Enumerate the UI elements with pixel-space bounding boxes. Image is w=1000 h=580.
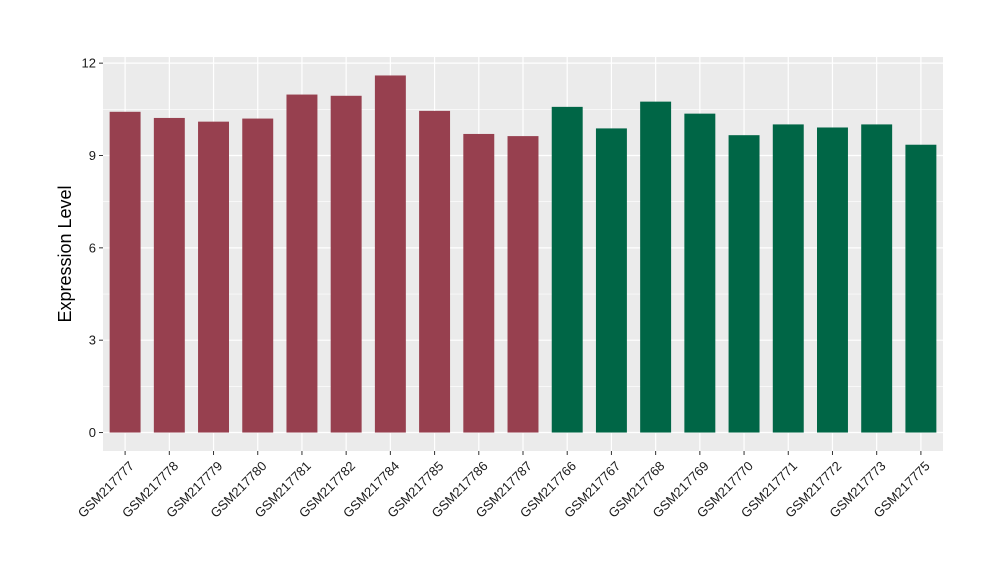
bar-GSM217785 — [419, 110, 451, 433]
bar-GSM217771 — [772, 124, 804, 433]
bar-GSM217769 — [684, 113, 716, 433]
y-tick-label: 12 — [82, 56, 96, 71]
x-axis: GSM217777GSM217778GSM217779GSM217780GSM2… — [75, 451, 933, 521]
bar-GSM217770 — [728, 135, 760, 433]
bar-GSM217780 — [242, 118, 274, 433]
bar-GSM217777 — [109, 111, 141, 433]
bar-GSM217773 — [861, 124, 893, 433]
bar-GSM217767 — [595, 128, 627, 433]
bar-GSM217775 — [905, 144, 937, 433]
y-axis-title: Expression Level — [55, 185, 75, 322]
y-tick-label: 3 — [89, 333, 96, 348]
bar-GSM217772 — [817, 127, 848, 433]
bar-GSM217782 — [330, 95, 362, 433]
bars — [109, 75, 937, 433]
bar-GSM217778 — [153, 117, 185, 433]
bar-GSM217787 — [507, 136, 539, 433]
y-tick-label: 0 — [89, 425, 96, 440]
bar-GSM217779 — [198, 121, 229, 433]
bar-GSM217766 — [551, 106, 583, 433]
y-axis: 0 3 6 9 12 — [82, 56, 103, 440]
bar-GSM217786 — [463, 133, 495, 433]
bar-GSM217781 — [286, 94, 318, 433]
y-tick-label: 9 — [89, 148, 96, 163]
bar-GSM217784 — [374, 75, 406, 433]
y-tick-label: 6 — [89, 240, 96, 255]
bar-GSM217768 — [640, 101, 672, 433]
